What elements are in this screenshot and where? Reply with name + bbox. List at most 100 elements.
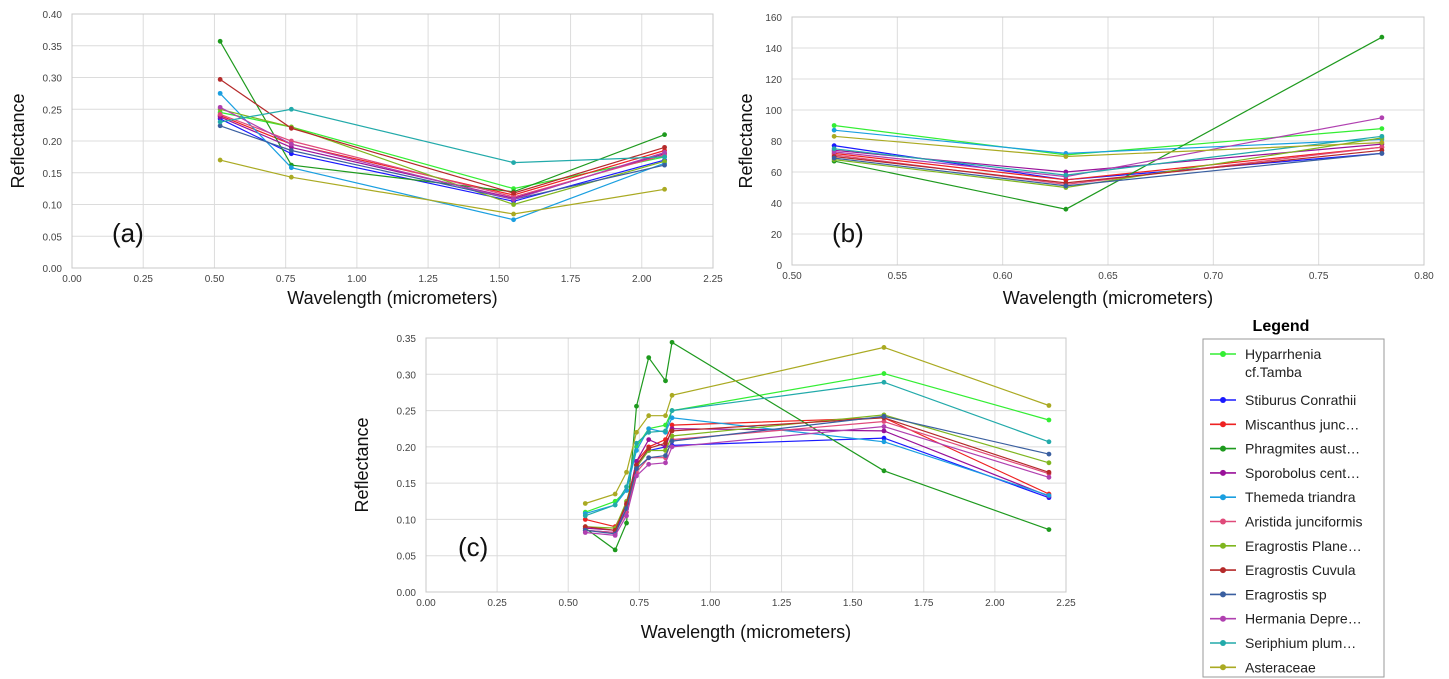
- data-point-miscanthus-junc: [669, 422, 675, 428]
- legend-swatch-marker: [1220, 640, 1226, 646]
- data-point-asteraceae: [624, 469, 629, 475]
- series-line-eragrostis-plane: [219, 108, 665, 206]
- data-point-seriphium-plum: [1046, 439, 1052, 445]
- x-tick-label: 1.00: [347, 274, 367, 285]
- data-point-eragrostis-sp: [217, 123, 223, 129]
- data-point-hyparrhenia-cf-tamba: [881, 371, 887, 376]
- data-point-asteraceae: [1379, 140, 1385, 145]
- data-point-seriphium-plum: [1063, 172, 1069, 178]
- data-point-asteraceae: [288, 174, 294, 180]
- x-tick-label: 0.70: [1204, 271, 1224, 282]
- legend-label: Asteraceae: [1245, 659, 1316, 675]
- x-tick-label: 2.00: [632, 274, 652, 285]
- x-tick-label: 2.25: [703, 274, 723, 285]
- data-point-seriphium-plum: [1379, 133, 1385, 139]
- data-point-eragrostis-plane: [511, 202, 516, 207]
- data-point-eragrostis-cuvula: [646, 445, 652, 451]
- x-tick-label: 0.25: [487, 598, 507, 609]
- data-point-hyparrhenia-cf-tamba: [1379, 126, 1385, 131]
- data-point-phragmites-aust: [1063, 206, 1069, 212]
- legend: Legend Hyparrhenia cf.Tamba Stiburus Conra…: [1202, 318, 1385, 678]
- panel-label-a: (a): [112, 218, 144, 248]
- data-point-seriphium-plum: [288, 106, 294, 112]
- data-point-asteraceae: [646, 413, 652, 419]
- plot-frame: [791, 16, 1425, 266]
- legend-label: Eragrostis sp: [1245, 586, 1327, 602]
- data-point-miscanthus-junc: [582, 517, 588, 522]
- legend-label: Phragmites aust…: [1245, 441, 1360, 457]
- legend-swatch-marker: [1220, 518, 1226, 525]
- data-point-eragrostis-cuvula: [511, 190, 516, 196]
- y-tick-label: 0.10: [43, 201, 63, 212]
- legend-swatch-marker: [1220, 494, 1226, 501]
- data-point-phragmites-aust: [663, 378, 668, 384]
- data-point-hermania-depre: [511, 197, 516, 202]
- legend-label: Seriphium plum…: [1245, 635, 1356, 651]
- x-tick-label: 0.60: [993, 271, 1013, 282]
- y-tick-label: 0.25: [43, 105, 63, 116]
- data-point-phragmites-aust: [646, 355, 652, 360]
- legend-swatch-marker: [1220, 567, 1226, 574]
- data-point-asteraceae: [1046, 403, 1052, 408]
- data-point-hermania-depre: [217, 104, 223, 110]
- data-point-eragrostis-sp: [831, 155, 837, 161]
- legend-label: Hermania Depre…: [1245, 611, 1362, 627]
- legend-label: Themeda triandra: [1245, 489, 1356, 505]
- data-point-eragrostis-sp: [1063, 183, 1069, 189]
- legend-title: Legend: [1253, 318, 1310, 335]
- y-tick-label: 0.35: [43, 42, 63, 53]
- data-point-asteraceae: [831, 133, 837, 139]
- data-point-themeda-triandra: [646, 426, 652, 432]
- data-point-themeda-triandra: [881, 439, 887, 445]
- y-tick-label: 0.35: [397, 334, 417, 345]
- series-line-eragrostis-cuvula: [219, 78, 665, 194]
- data-point-asteraceae: [582, 501, 588, 506]
- x-tick-label: 0.50: [205, 274, 225, 285]
- data-point-phragmites-aust: [624, 520, 629, 526]
- series-line-seriphium-plum: [219, 108, 665, 164]
- data-point-seriphium-plum: [669, 408, 675, 413]
- series-line-aristida-junciformis: [219, 113, 665, 198]
- x-tick-label: 0.75: [1309, 271, 1329, 282]
- chart-panel-b: 0.50 0.55 0.60 0.65 0.70 0.75 0.80 0 20 40 60 80 100…: [736, 13, 1434, 308]
- data-point-themeda-triandra: [511, 217, 516, 223]
- x-tick-label: 0.80: [1414, 271, 1434, 282]
- data-point-eragrostis-cuvula: [1046, 469, 1052, 475]
- legend-item: Miscanthus junc…: [1210, 416, 1359, 432]
- data-point-seriphium-plum: [831, 146, 837, 152]
- data-point-aristida-junciformis: [217, 111, 223, 117]
- legend-swatch-marker: [1220, 351, 1226, 357]
- x-tick-label: 1.75: [561, 274, 581, 285]
- legend-label-line2: cf.Tamba: [1245, 364, 1302, 380]
- data-point-aristida-junciformis: [881, 419, 887, 424]
- data-point-seriphium-plum: [511, 160, 516, 165]
- y-tick-label: 0: [776, 261, 782, 272]
- y-axis-title: Reflectance: [8, 93, 28, 188]
- data-point-seriphium-plum: [217, 119, 223, 125]
- data-point-eragrostis-cuvula: [582, 524, 588, 530]
- data-point-asteraceae: [217, 157, 223, 163]
- y-tick-label: 160: [765, 13, 782, 24]
- data-point-phragmites-aust: [217, 38, 223, 44]
- series-line-eragrostis-sp: [219, 125, 665, 201]
- data-point-seriphium-plum: [662, 154, 667, 160]
- data-point-hermania-depre: [663, 460, 668, 466]
- data-point-eragrostis-sp: [662, 162, 667, 168]
- x-axis-title: Wavelength (micrometers): [1003, 288, 1213, 308]
- x-tick-label: 1.50: [843, 598, 863, 609]
- y-tick-label: 0.15: [397, 479, 417, 490]
- data-point-eragrostis-plane: [662, 158, 667, 164]
- data-point-phragmites-aust: [881, 468, 887, 474]
- data-point-asteraceae: [612, 491, 618, 497]
- data-point-hermania-depre: [881, 424, 887, 429]
- x-tick-label: 2.00: [985, 598, 1005, 609]
- y-tick-label: 140: [765, 44, 782, 55]
- legend-label: Eragrostis Plane…: [1245, 538, 1362, 554]
- legend-item: Eragrostis Plane…: [1210, 538, 1362, 554]
- data-point-seriphium-plum: [646, 429, 652, 435]
- x-tick-label: 1.25: [418, 274, 438, 285]
- data-point-themeda-triandra: [1046, 493, 1052, 498]
- plot-frame: [425, 337, 1067, 593]
- data-point-hermania-depre: [662, 150, 667, 155]
- legend-item: Phragmites aust…: [1210, 441, 1360, 457]
